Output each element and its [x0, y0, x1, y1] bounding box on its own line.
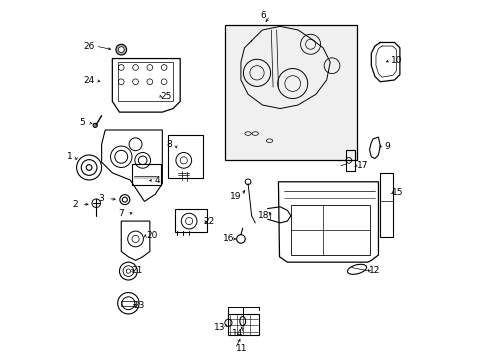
- Text: 8: 8: [166, 140, 172, 149]
- Text: 19: 19: [229, 192, 241, 201]
- Text: 25: 25: [160, 91, 171, 100]
- Text: 16: 16: [222, 234, 234, 243]
- Bar: [290, 205, 369, 255]
- Circle shape: [93, 123, 97, 127]
- Text: 5: 5: [79, 118, 84, 127]
- Text: 26: 26: [83, 41, 95, 50]
- Circle shape: [118, 47, 124, 53]
- Bar: [228, 314, 258, 336]
- Text: 7: 7: [118, 210, 124, 219]
- Text: 17: 17: [356, 161, 367, 170]
- Text: 3: 3: [99, 194, 104, 203]
- Text: 13: 13: [213, 323, 225, 332]
- Text: 21: 21: [131, 266, 142, 275]
- Text: 10: 10: [390, 56, 401, 65]
- Text: 14: 14: [231, 329, 243, 338]
- Text: 24: 24: [83, 76, 95, 85]
- Bar: [121, 301, 135, 306]
- Bar: [346, 150, 354, 171]
- Bar: [132, 164, 160, 185]
- Text: 12: 12: [368, 266, 380, 275]
- Text: 4: 4: [154, 176, 160, 185]
- Text: 23: 23: [133, 301, 144, 310]
- Bar: [380, 173, 392, 237]
- Text: 20: 20: [145, 231, 157, 240]
- Bar: [224, 24, 356, 160]
- Text: 6: 6: [260, 11, 266, 20]
- Bar: [167, 135, 203, 178]
- Text: 2: 2: [72, 200, 78, 209]
- Text: 22: 22: [203, 217, 214, 226]
- Text: 18: 18: [258, 211, 269, 220]
- Text: 11: 11: [235, 344, 247, 353]
- Circle shape: [116, 44, 126, 55]
- Text: 1: 1: [67, 152, 73, 161]
- Text: 15: 15: [391, 188, 403, 197]
- Text: 9: 9: [384, 141, 389, 150]
- Bar: [175, 208, 206, 232]
- Bar: [118, 62, 173, 102]
